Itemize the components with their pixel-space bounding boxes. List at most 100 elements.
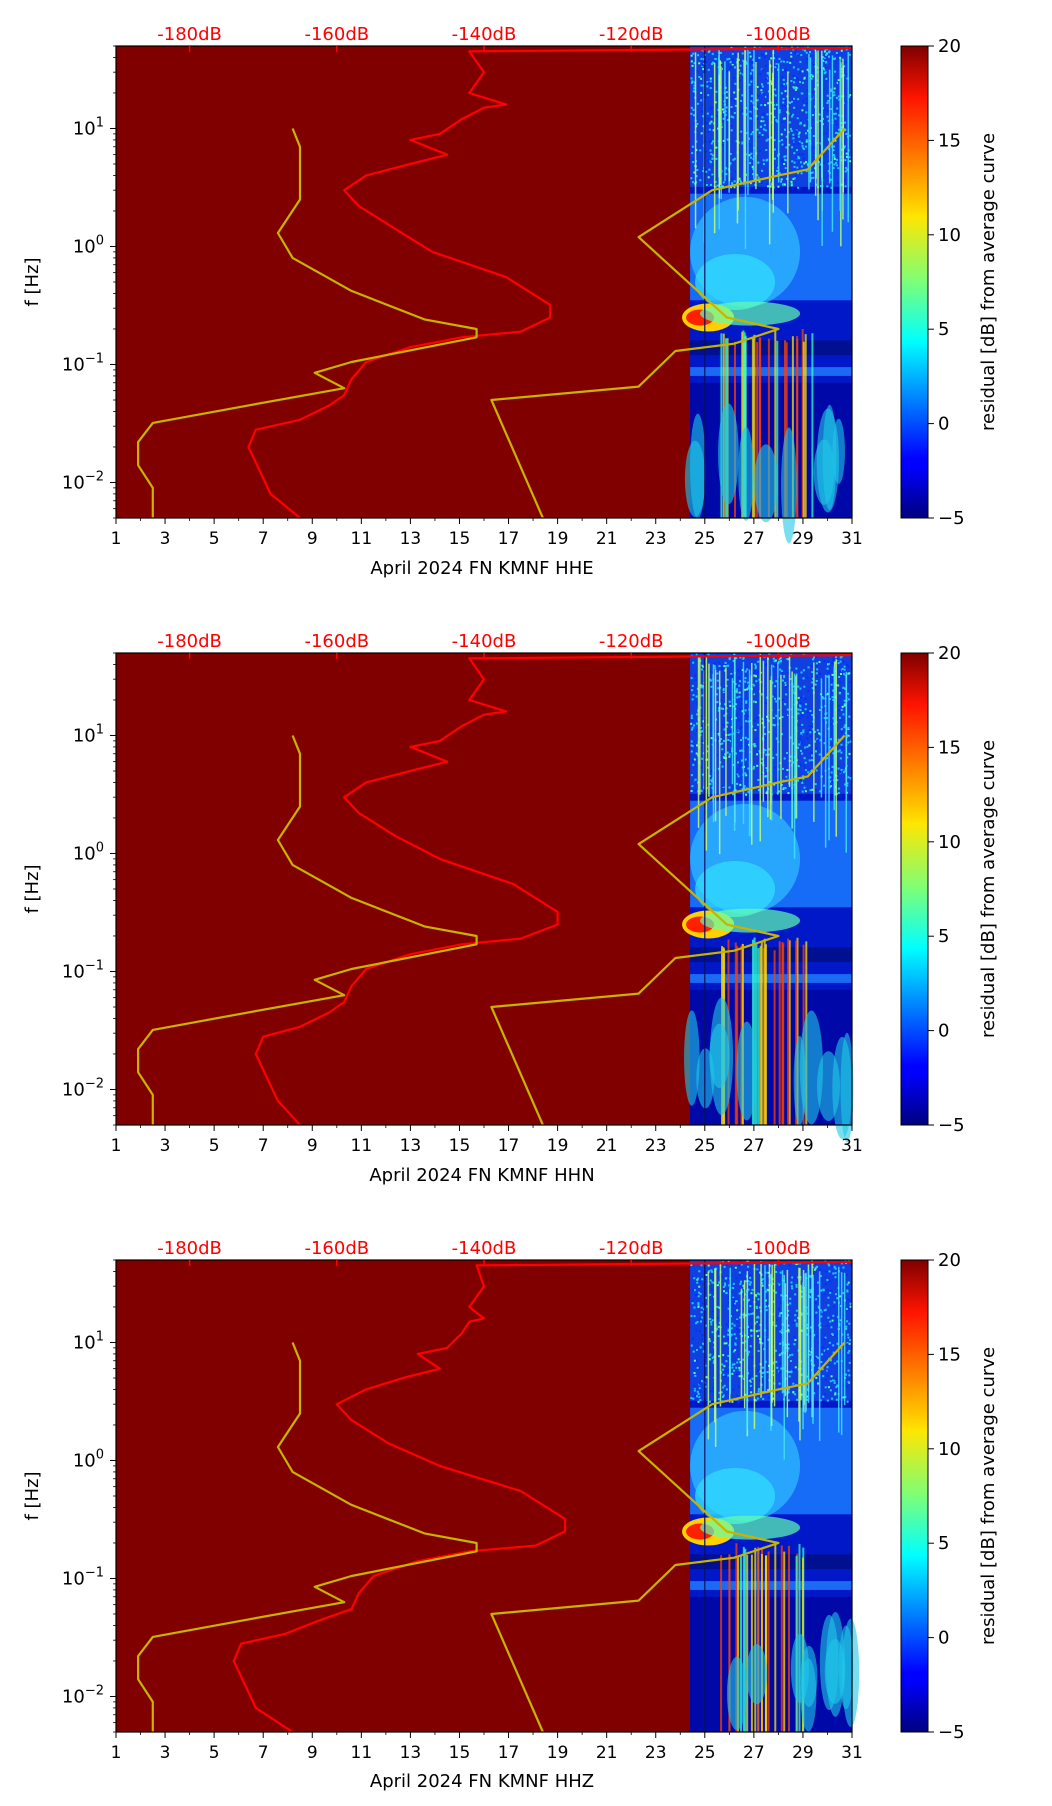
colorbar-label-hhz: residual [dB] from average curve (978, 1347, 999, 1645)
db-tick-label-hhn: -100dB (746, 631, 811, 652)
x-axis-label-hhn: April 2024 FN KMNF HHN (369, 1165, 594, 1186)
nhnm-curve-hhe (490, 127, 846, 519)
colorbar-tick-label-hhe: 15 (938, 130, 961, 151)
y-tick-label-hhz: 100 (73, 1447, 104, 1471)
nhnm-curve-hhn (490, 734, 846, 1126)
x-tick-label-hhz: 3 (160, 1743, 171, 1763)
colorbar-tick-label-hhn: 10 (938, 832, 961, 853)
db-tick-label-hhz: -160dB (304, 1238, 369, 1259)
x-tick-label-hhz: 11 (351, 1743, 373, 1763)
colorbar-tick-label-hhz: 20 (938, 1250, 961, 1271)
db-tick-label-hhe: -140dB (452, 24, 517, 45)
x-tick-label-hhz: 31 (841, 1743, 863, 1763)
colorbar-tick-label-hhe: 0 (938, 414, 949, 435)
panel-hhz: 1 3 5 7 9 11 13 15 17 19 21 23 25 27 29 3110−210−110010… (22, 1238, 999, 1792)
x-tick-label-hhe: 17 (498, 529, 520, 549)
spectrogram-data-hhz (682, 1260, 860, 1732)
x-tick-label-hhe: 3 (160, 529, 171, 549)
colorbar-tick-label-hhn: 5 (938, 926, 949, 947)
x-tick-label-hhz: 29 (792, 1743, 814, 1763)
mean-psd-curve-hhe (247, 47, 853, 519)
x-tick-label-hhn: 9 (307, 1136, 318, 1156)
x-tick-label-hhe: 15 (449, 529, 471, 549)
colorbar-tick-label-hhe: 10 (938, 225, 961, 246)
x-tick-label-hhz: 17 (498, 1743, 520, 1763)
nlnm-curve-hhz (137, 1342, 478, 1732)
x-tick-label-hhn: 23 (645, 1136, 667, 1156)
x-tick-label-hhn: 11 (351, 1136, 373, 1156)
colorbar-ticks-hhz: −5 0 5 10 15 20 (928, 1250, 965, 1743)
x-tick-label-hhz: 25 (694, 1743, 716, 1763)
colorbar-tick-label-hhe: −5 (938, 508, 965, 529)
db-tick-label-hhz: -120dB (599, 1238, 664, 1259)
x-tick-label-hhe: 1 (111, 529, 122, 549)
db-tick-label-hhe: -160dB (304, 24, 369, 45)
y-axis-label-hhz: f [Hz] (22, 1471, 43, 1520)
x-tick-label-hhe: 19 (547, 529, 569, 549)
colorbar-tick-label-hhz: 0 (938, 1628, 949, 1649)
colorbar-gradient-hhn (900, 652, 929, 1126)
y-tick-label-hhz: 10−2 (62, 1683, 104, 1707)
y-tick-label-hhn: 10−2 (62, 1076, 104, 1100)
x-tick-label-hhz: 27 (743, 1743, 765, 1763)
spectrogram-data-hhn (682, 653, 854, 1143)
colorbar-tick-label-hhn: 0 (938, 1021, 949, 1042)
y-tick-label-hhe: 10−2 (62, 469, 104, 493)
x-tick-label-hhn: 13 (400, 1136, 422, 1156)
db-tick-label-hhz: -140dB (452, 1238, 517, 1259)
y-tick-label-hhn: 100 (73, 840, 104, 864)
x-tick-label-hhn: 29 (792, 1136, 814, 1156)
colorbar-tick-label-hhz: 10 (938, 1439, 961, 1460)
x-tick-label-hhz: 7 (258, 1743, 269, 1763)
panel-hhn: 1 3 5 7 9 11 13 15 17 19 21 23 25 27 29 3110−210−110010… (22, 631, 999, 1186)
colorbar-tick-label-hhz: 5 (938, 1533, 949, 1554)
x-tick-label-hhz: 9 (307, 1743, 318, 1763)
x-axis-label-hhz: April 2024 FN KMNF HHZ (370, 1771, 594, 1792)
colorbar-hhe: −5 0 5 10 15 20 residual [dB] from average cu… (900, 36, 999, 529)
y-tick-label-hhn: 101 (73, 722, 104, 746)
spectrogram-hhz: 1 3 5 7 9 11 13 15 17 19 21 23 25 27 29 3110−210−110010… (62, 1238, 863, 1763)
x-tick-label-hhn: 5 (209, 1136, 220, 1156)
x-tick-label-hhn: 21 (596, 1136, 618, 1156)
y-tick-label-hhn: 10−1 (62, 958, 104, 982)
x-tick-label-hhz: 21 (596, 1743, 618, 1763)
nhnm-curve-hhz (490, 1341, 846, 1733)
x-tick-label-hhe: 27 (743, 529, 765, 549)
x-tick-label-hhn: 3 (160, 1136, 171, 1156)
nlnm-curve-hhe (137, 128, 478, 518)
y-tick-label-hhe: 101 (73, 115, 104, 139)
y-tick-label-hhz: 10−1 (62, 1565, 104, 1589)
colorbar-label-hhe: residual [dB] from average curve (978, 133, 999, 431)
x-tick-label-hhe: 9 (307, 529, 318, 549)
x-tick-label-hhn: 1 (111, 1136, 122, 1156)
colorbar-tick-label-hhz: −5 (938, 1722, 965, 1743)
db-tick-label-hhn: -120dB (599, 631, 664, 652)
x-tick-label-hhz: 15 (449, 1743, 471, 1763)
x-tick-label-hhe: 11 (351, 529, 373, 549)
x-tick-label-hhe: 13 (400, 529, 422, 549)
colorbar-tick-label-hhn: 20 (938, 643, 961, 664)
y-axis-label-hhe: f [Hz] (22, 257, 43, 306)
x-tick-label-hhe: 29 (792, 529, 814, 549)
db-tick-label-hhn: -140dB (452, 631, 517, 652)
spectrogram-data-hhe (682, 46, 852, 544)
x-tick-label-hhn: 25 (694, 1136, 716, 1156)
x-tick-label-hhn: 31 (841, 1136, 863, 1156)
colorbar-gradient-hhz (900, 1259, 929, 1733)
x-tick-label-hhz: 13 (400, 1743, 422, 1763)
colorbar-ticks-hhe: −5 0 5 10 15 20 (928, 36, 965, 529)
colorbar-tick-label-hhn: −5 (938, 1115, 965, 1136)
db-tick-label-hhz: -100dB (746, 1238, 811, 1259)
colorbar-gradient-hhe (900, 45, 929, 519)
x-tick-label-hhe: 31 (841, 529, 863, 549)
mean-psd-curve-hhn (254, 654, 853, 1126)
spectrogram-hhe: 1 3 5 7 9 11 13 15 17 19 21 23 25 27 29 3110−210−110010… (62, 24, 863, 549)
colorbar-hhn: −5 0 5 10 15 20 residual [dB] from average cu… (900, 643, 999, 1136)
x-axis-label-hhe: April 2024 FN KMNF HHE (370, 558, 593, 579)
colorbar-tick-label-hhe: 5 (938, 319, 949, 340)
x-tick-label-hhn: 15 (449, 1136, 471, 1156)
db-tick-label-hhz: -180dB (157, 1238, 222, 1259)
x-tick-label-hhn: 19 (547, 1136, 569, 1156)
db-tick-label-hhe: -120dB (599, 24, 664, 45)
db-tick-label-hhe: -180dB (157, 24, 222, 45)
